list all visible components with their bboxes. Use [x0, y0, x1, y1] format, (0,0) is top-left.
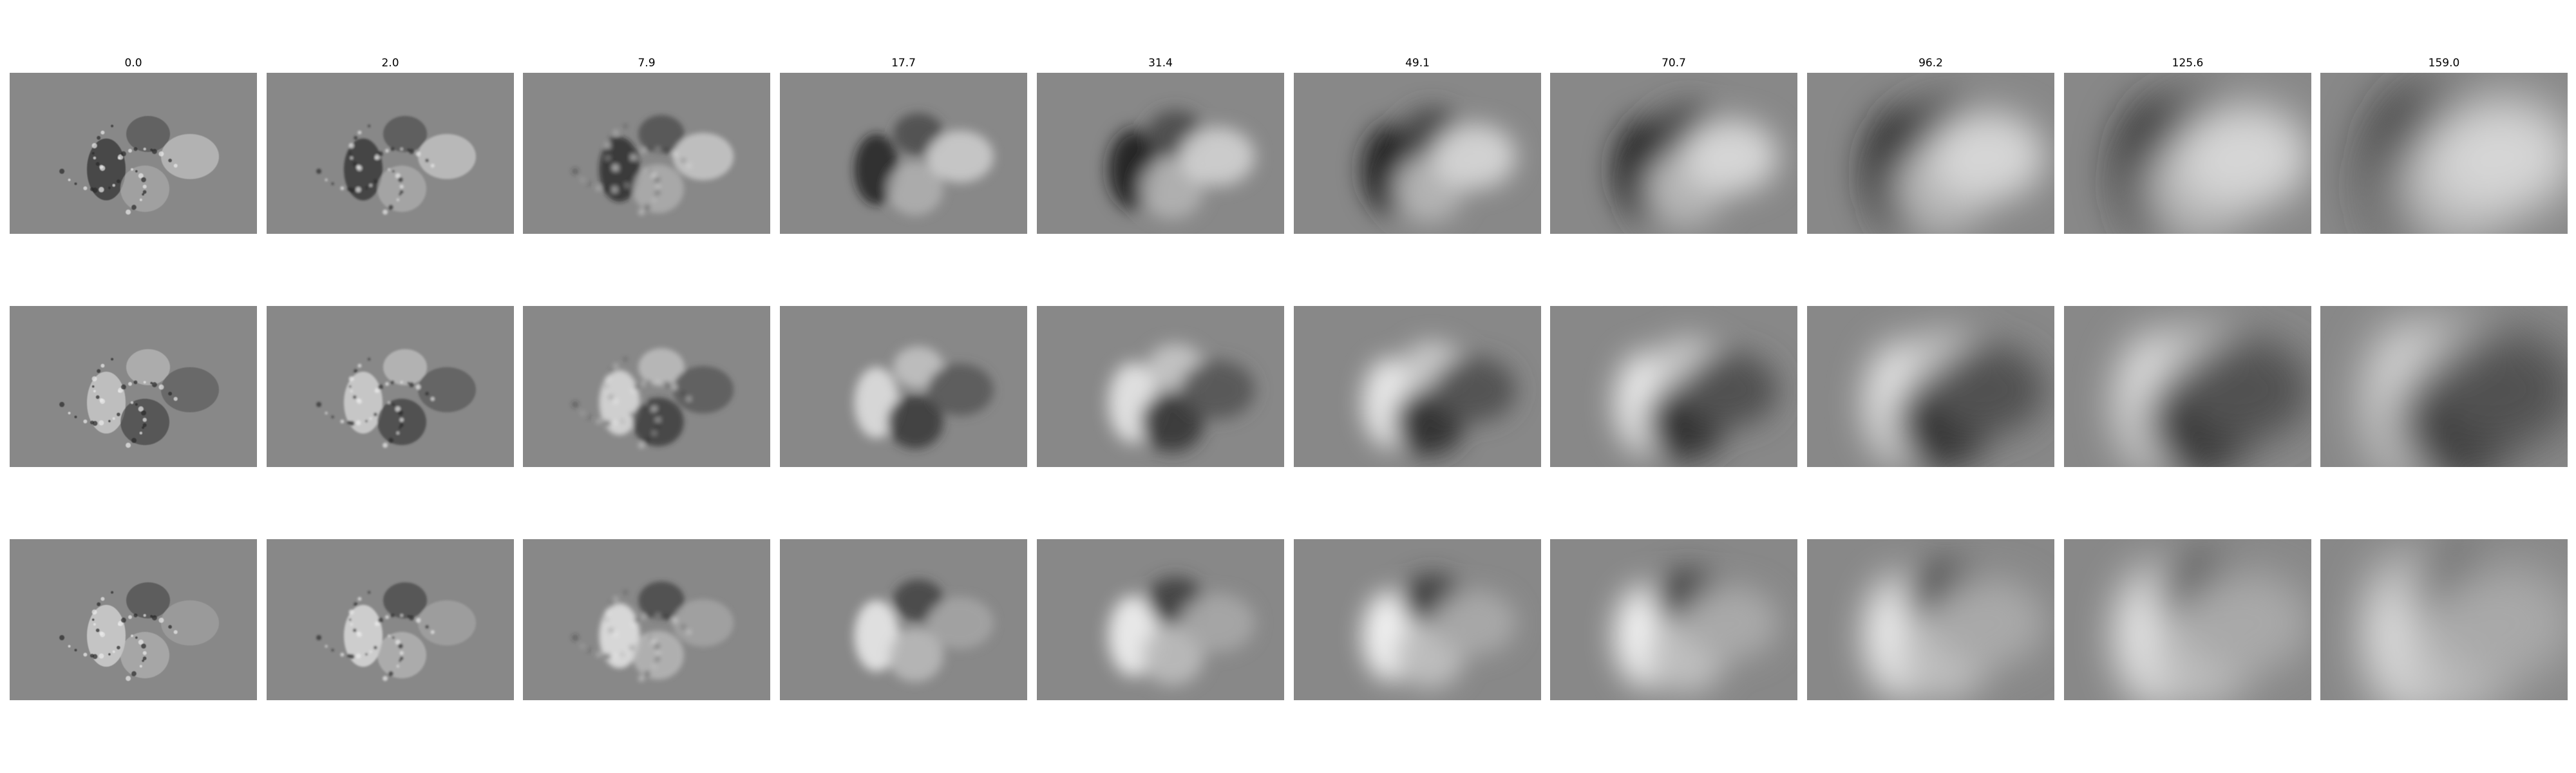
column-title: 17.7	[891, 57, 916, 70]
image-panel	[2064, 73, 2311, 234]
column-title: 125.6	[2172, 57, 2204, 70]
image-panel	[1807, 306, 2054, 467]
image-panel	[523, 539, 770, 700]
image-panel	[523, 73, 770, 234]
column-title: 0.0	[124, 57, 142, 70]
image-panel	[267, 539, 514, 700]
column-title: 7.9	[638, 57, 656, 70]
image-panel	[780, 73, 1027, 234]
column-title: 49.1	[1405, 57, 1430, 70]
image-panel	[1037, 539, 1284, 700]
image-panel	[2320, 73, 2568, 234]
column-title: 2.0	[381, 57, 399, 70]
image-panel	[1550, 73, 1797, 234]
image-panel	[1294, 73, 1541, 234]
image-panel	[267, 73, 514, 234]
image-panel	[1294, 306, 1541, 467]
image-panel	[780, 539, 1027, 700]
image-panel	[267, 306, 514, 467]
image-panel	[2320, 539, 2568, 700]
image-panel	[10, 539, 257, 700]
image-panel	[1807, 539, 2054, 700]
image-panel	[1807, 73, 2054, 234]
image-panel	[1550, 539, 1797, 700]
image-panel	[1550, 306, 1797, 467]
image-panel	[10, 306, 257, 467]
column-title: 70.7	[1662, 57, 1686, 70]
image-panel	[10, 73, 257, 234]
column-title: 96.2	[1918, 57, 1943, 70]
column-title: 31.4	[1148, 57, 1173, 70]
image-panel	[780, 306, 1027, 467]
image-panel	[1037, 306, 1284, 467]
image-panel	[2064, 539, 2311, 700]
image-panel	[1294, 539, 1541, 700]
image-panel	[1037, 73, 1284, 234]
column-title: 159.0	[2428, 57, 2460, 70]
image-panel	[523, 306, 770, 467]
image-panel	[2064, 306, 2311, 467]
image-panel	[2320, 306, 2568, 467]
